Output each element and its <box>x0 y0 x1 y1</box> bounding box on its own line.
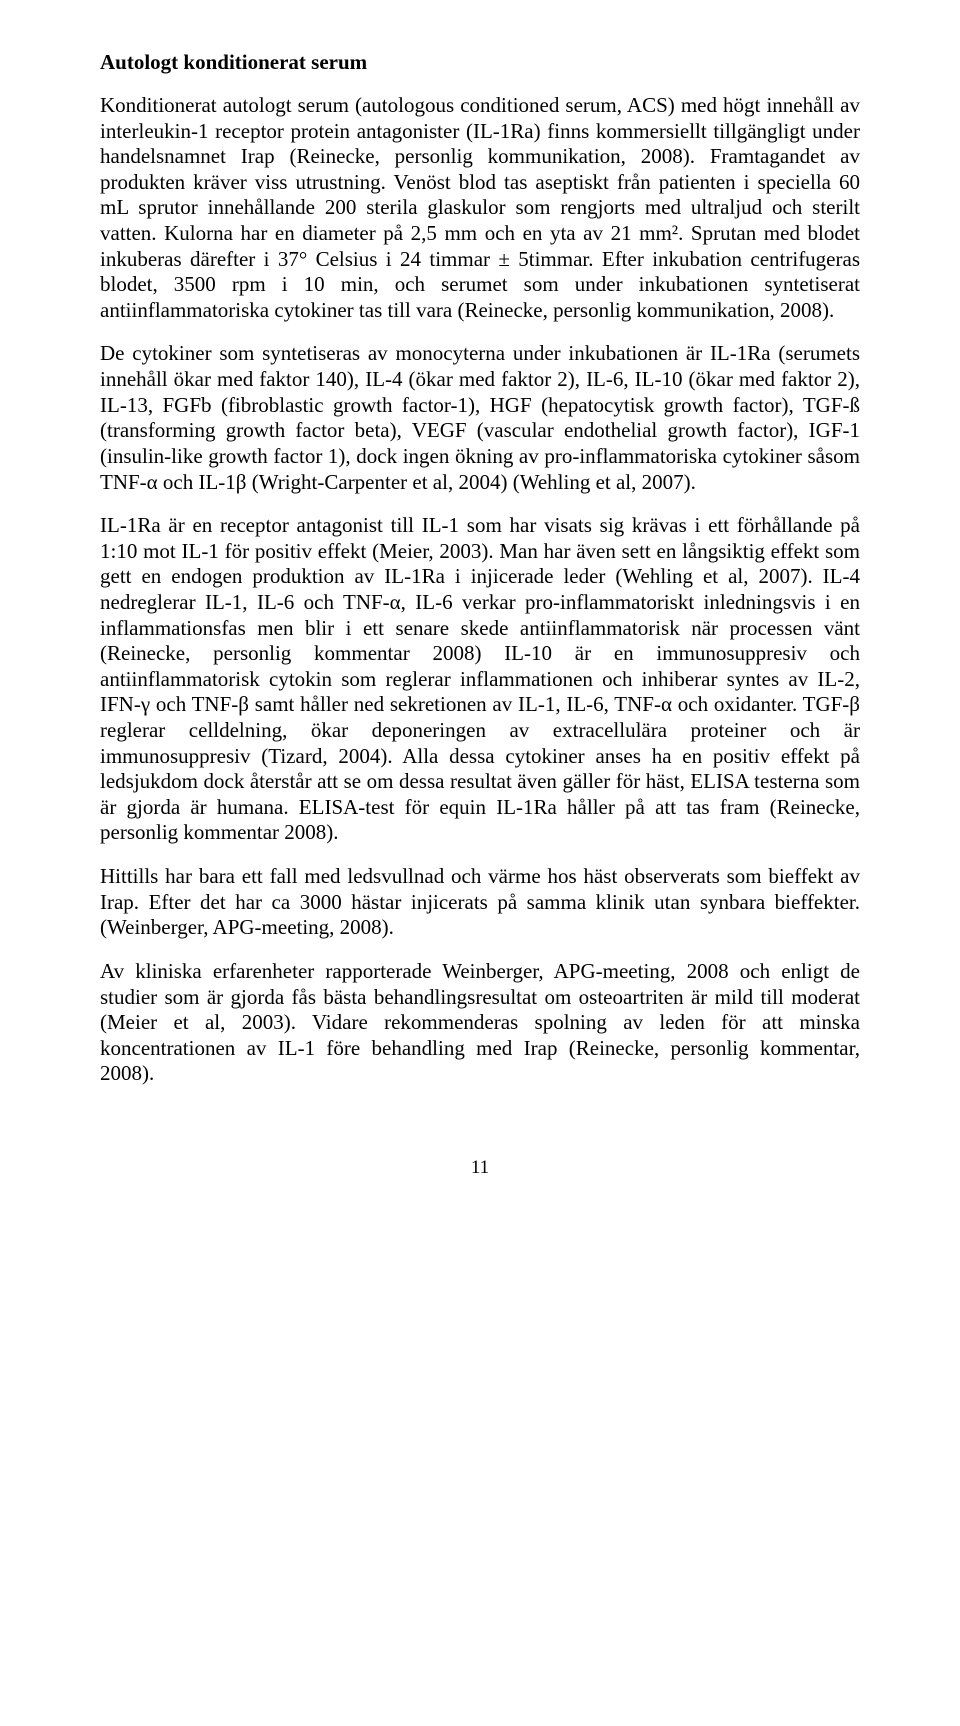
document-page: Autologt konditionerat serum Konditioner… <box>0 0 960 1239</box>
page-number: 11 <box>100 1157 860 1179</box>
section-heading: Autologt konditionerat serum <box>100 50 860 75</box>
paragraph-4: Hittills har bara ett fall med ledsvulln… <box>100 864 860 941</box>
paragraph-5: Av kliniska erfarenheter rapporterade We… <box>100 959 860 1087</box>
paragraph-3: IL-1Ra är en receptor antagonist till IL… <box>100 513 860 846</box>
paragraph-2: De cytokiner som syntetiseras av monocyt… <box>100 341 860 495</box>
paragraph-1: Konditionerat autologt serum (autologous… <box>100 93 860 323</box>
